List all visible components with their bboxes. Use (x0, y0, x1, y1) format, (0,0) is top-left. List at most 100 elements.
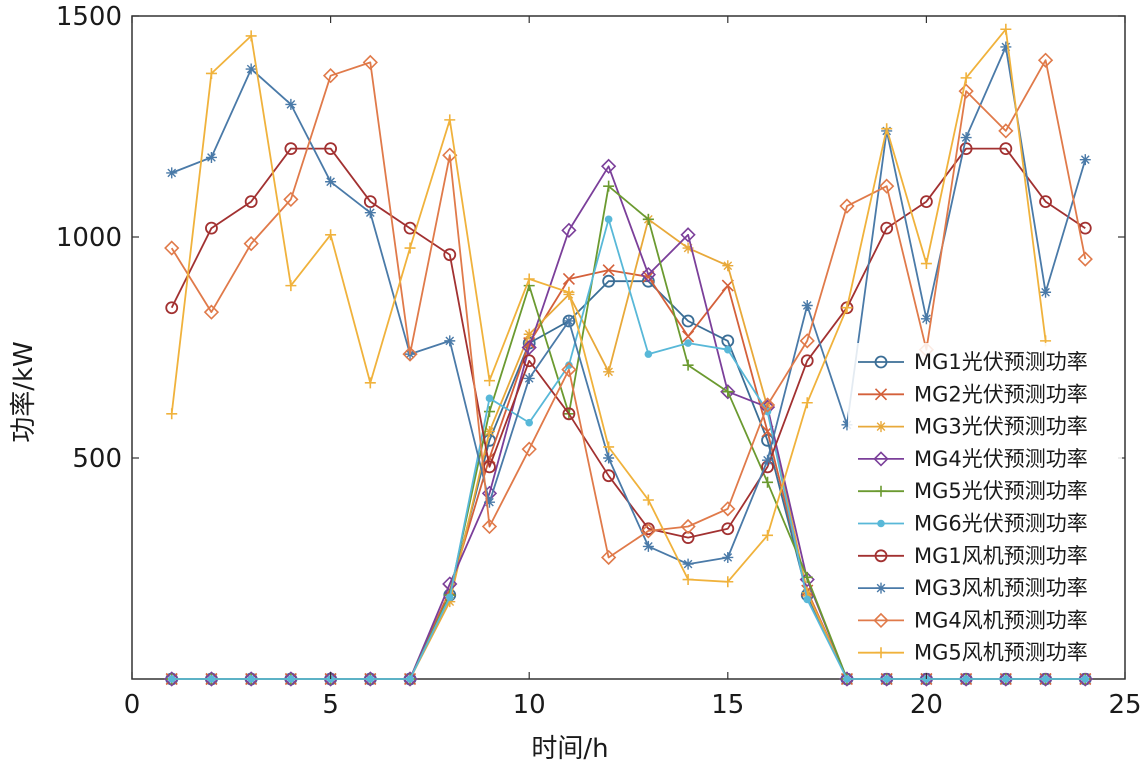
data-point (205, 67, 217, 79)
data-point (1081, 675, 1090, 683)
data-point (363, 195, 377, 209)
data-point (1002, 675, 1010, 683)
data-point (918, 671, 935, 687)
data-point (444, 335, 456, 347)
data-point (962, 675, 970, 683)
data-point (803, 595, 812, 604)
data-point (203, 304, 220, 320)
data-point (1037, 52, 1054, 68)
data-point (640, 266, 656, 283)
data-point (245, 63, 257, 75)
data-point (839, 198, 855, 214)
data-point (958, 671, 974, 687)
data-point (602, 469, 616, 483)
data-point (841, 419, 853, 431)
data-point (404, 242, 416, 254)
data-point (720, 501, 736, 517)
legend-label: MG1光伏预测功率 (914, 350, 1088, 374)
data-point (920, 195, 933, 209)
data-point (561, 222, 577, 239)
data-point (721, 522, 735, 536)
data-point (642, 270, 655, 283)
series-layer (164, 23, 1093, 687)
x-tick-label: 5 (322, 690, 339, 720)
legend-label: MG3风机预测功率 (914, 576, 1088, 600)
legend-label: MG6光伏预测功率 (914, 512, 1088, 536)
data-point (366, 675, 375, 683)
legend-entry: MG3光伏预测功率 (858, 415, 1088, 439)
series-10 (166, 23, 1052, 588)
legend-label: MG5风机预测功率 (914, 641, 1088, 665)
data-point (724, 345, 732, 354)
data-point (801, 587, 813, 599)
data-point (603, 366, 615, 378)
data-point (525, 418, 533, 427)
data-point (402, 671, 418, 687)
data-point (364, 377, 376, 389)
data-point (563, 315, 575, 327)
data-point (245, 30, 257, 42)
data-point (801, 571, 813, 583)
data-point (762, 476, 774, 488)
legend-label: MG1风机预测功率 (914, 544, 1088, 568)
data-point (322, 68, 339, 84)
data-point (682, 242, 694, 254)
data-point (681, 314, 695, 328)
data-point (362, 54, 378, 71)
data-point (322, 671, 339, 687)
data-point (722, 551, 734, 563)
data-point (839, 671, 855, 687)
y-tick-label: 1000 (56, 223, 122, 253)
data-point (324, 142, 338, 156)
data-point (1077, 251, 1093, 267)
data-point (444, 114, 456, 126)
data-point (682, 558, 694, 570)
data-point (563, 286, 575, 298)
data-point (1000, 23, 1012, 35)
legend-label: MG4光伏预测功率 (914, 447, 1088, 471)
data-point (958, 83, 974, 99)
legend-entry: MG6光伏预测功率 (858, 512, 1088, 536)
series-6 (167, 215, 1090, 683)
tick-layer: 0 5 10 15 20 25 500 1000 1500 (56, 2, 1142, 720)
data-point (521, 441, 537, 457)
data-point (244, 195, 258, 209)
data-point (801, 397, 813, 409)
data-point (682, 359, 694, 371)
data-point (522, 354, 536, 368)
legend-label: MG2光伏预测功率 (914, 382, 1088, 406)
data-point (521, 339, 537, 356)
data-point (800, 354, 814, 368)
data-point (682, 330, 695, 343)
data-point (205, 221, 218, 235)
data-point (680, 518, 696, 535)
data-point (167, 675, 176, 683)
data-point (799, 333, 815, 349)
legend-entry: MG2光伏预测功率 (858, 382, 1088, 406)
data-point (959, 142, 973, 156)
data-point (285, 98, 297, 110)
data-point (603, 452, 615, 464)
data-point (1039, 195, 1052, 209)
data-point (999, 142, 1013, 156)
x-tick-label: 0 (124, 690, 141, 720)
y-axis-label: 功率/kW (9, 341, 39, 443)
data-point (562, 272, 575, 286)
data-point (843, 675, 851, 683)
data-point (481, 518, 498, 535)
x-tick-label: 10 (513, 690, 546, 720)
legend-box (848, 343, 1122, 673)
data-point (205, 151, 217, 163)
series-line-6 (171, 218, 1086, 680)
data-point (247, 675, 255, 683)
data-point (1079, 154, 1091, 166)
x-tick-label: 20 (910, 690, 943, 720)
series-8 (166, 41, 1091, 570)
data-point (166, 167, 178, 179)
data-point (642, 540, 654, 552)
data-point (762, 454, 774, 466)
data-point (562, 407, 576, 421)
data-point (523, 273, 535, 285)
series-line-8 (171, 46, 1087, 565)
legend-entry: MG4风机预测功率 (858, 608, 1088, 632)
